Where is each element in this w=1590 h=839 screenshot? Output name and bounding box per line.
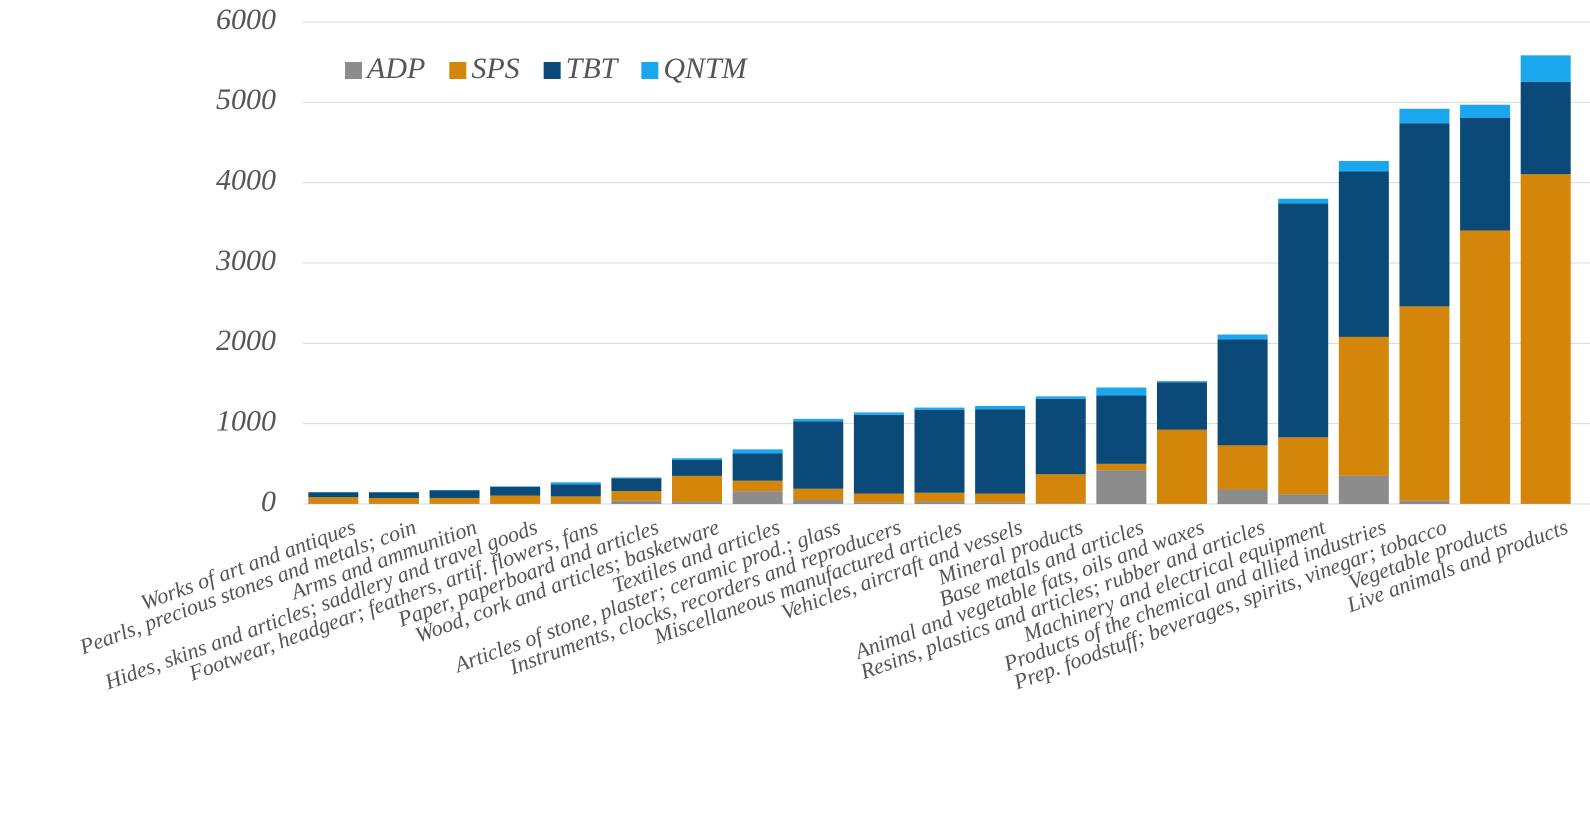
bar-segment bbox=[793, 418, 844, 422]
legend-swatch bbox=[345, 62, 362, 79]
y-tick-label: 1000 bbox=[216, 405, 276, 438]
bar-segment bbox=[914, 410, 965, 493]
bar-segment bbox=[975, 493, 1026, 503]
bar-segment bbox=[1156, 429, 1207, 504]
bar-segment bbox=[1096, 395, 1147, 464]
bar-segment bbox=[1217, 334, 1268, 340]
bar-segment bbox=[550, 482, 601, 485]
bar-segment bbox=[672, 459, 723, 476]
legend-swatch bbox=[543, 62, 561, 79]
bar-segment bbox=[429, 490, 480, 498]
y-tick-label: 4000 bbox=[216, 164, 276, 197]
bar-segment bbox=[1035, 474, 1086, 504]
bar-segment bbox=[914, 492, 965, 502]
bar-segment bbox=[793, 421, 844, 489]
bar-segment bbox=[1520, 55, 1571, 82]
bar-segment bbox=[1278, 494, 1329, 504]
bar-segment bbox=[1156, 381, 1207, 383]
bar-segment bbox=[550, 496, 601, 504]
bar-segment bbox=[490, 495, 541, 504]
bar-segment bbox=[1399, 108, 1450, 124]
legend-label: TBT bbox=[566, 52, 620, 85]
bar-segment bbox=[1096, 470, 1147, 504]
bar-segment bbox=[1278, 203, 1329, 438]
legend-label: QNTM bbox=[663, 52, 748, 85]
bar-segment bbox=[1460, 104, 1511, 118]
bar-segment bbox=[1338, 336, 1389, 476]
bar-segment bbox=[914, 501, 965, 504]
y-tick-label: 3000 bbox=[215, 244, 276, 277]
bar-segment bbox=[1035, 398, 1086, 475]
bar-segment bbox=[490, 486, 541, 496]
bar-segment bbox=[853, 414, 904, 494]
bar-segment bbox=[975, 409, 1026, 494]
bar-segment bbox=[550, 484, 601, 497]
bar-segment bbox=[1035, 503, 1086, 504]
legend-label: ADP bbox=[365, 52, 425, 85]
legend-swatch bbox=[449, 62, 467, 79]
bar-segment bbox=[1399, 306, 1450, 501]
bar-segment bbox=[853, 502, 904, 504]
y-tick-label: 5000 bbox=[216, 83, 276, 116]
bar-segment bbox=[1278, 198, 1329, 204]
bar-segment bbox=[1096, 463, 1147, 471]
bar-segment bbox=[611, 500, 662, 504]
bar-segment bbox=[1399, 123, 1450, 307]
y-tick-label: 2000 bbox=[216, 324, 276, 357]
y-tick-label: 0 bbox=[261, 485, 276, 518]
bar-segment bbox=[1338, 171, 1389, 337]
bar-segment bbox=[1520, 174, 1571, 504]
bar-segment bbox=[1338, 475, 1389, 504]
bar-segment bbox=[672, 458, 723, 460]
bar-segment bbox=[672, 501, 723, 504]
bar-segment bbox=[732, 480, 783, 492]
bar-segment bbox=[1096, 387, 1147, 396]
bar-segment bbox=[732, 491, 783, 504]
bar-segment bbox=[672, 475, 723, 502]
bar-segment bbox=[1217, 489, 1268, 504]
bar-segment bbox=[732, 453, 783, 481]
bar-segment bbox=[1338, 160, 1389, 172]
bar-segment bbox=[1520, 81, 1571, 175]
bar-segment bbox=[1460, 230, 1511, 504]
bar-segment bbox=[793, 488, 844, 500]
bar-segment bbox=[308, 497, 359, 504]
bar-segment bbox=[1278, 437, 1329, 495]
bar-segment bbox=[853, 412, 904, 415]
bar-segment bbox=[853, 493, 904, 503]
bar-segment bbox=[1217, 339, 1268, 446]
bar-segment bbox=[914, 407, 965, 411]
bar-segment bbox=[975, 502, 1026, 504]
bar-segment bbox=[1399, 500, 1450, 504]
y-tick-label: 6000 bbox=[216, 3, 276, 36]
legend-swatch bbox=[641, 62, 659, 79]
bar-segment bbox=[611, 491, 662, 501]
legend-label: SPS bbox=[471, 52, 519, 85]
bar-segment bbox=[368, 492, 419, 498]
bar-segment bbox=[611, 478, 662, 492]
bar-segment bbox=[1035, 396, 1086, 399]
bar-segment bbox=[611, 477, 662, 479]
bar-segment bbox=[1217, 445, 1268, 490]
bar-segment bbox=[1156, 382, 1207, 430]
bar-segment bbox=[975, 405, 1026, 410]
bar-segment bbox=[308, 492, 359, 498]
bar-segment bbox=[429, 497, 480, 504]
bar-segment bbox=[732, 449, 783, 454]
bar-segment bbox=[368, 497, 419, 504]
bar-segment bbox=[793, 499, 844, 504]
bar-segment bbox=[1460, 117, 1511, 231]
